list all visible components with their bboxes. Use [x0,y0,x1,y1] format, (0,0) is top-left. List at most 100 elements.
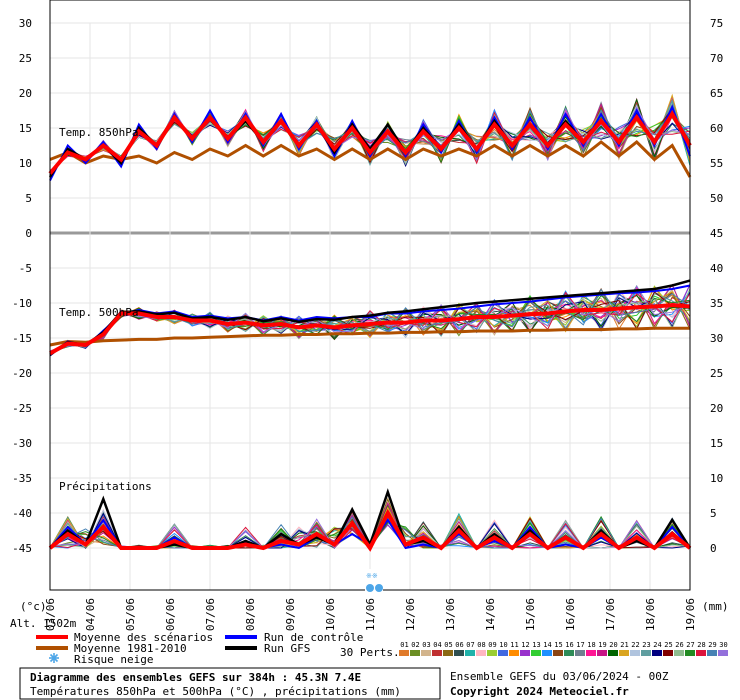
left-tick-label: -40 [12,507,32,520]
pert-number-label: 19 [598,641,606,649]
right-tick-label: 35 [710,297,723,310]
pert-number-label: 08 [477,641,485,649]
pert-color-swatch [487,650,497,656]
x-tick-label: 19/06 [684,598,697,631]
legend-label-gfs: Run GFS [264,642,310,655]
x-tick-label: 04/06 [84,598,97,631]
pert-color-swatch [509,650,519,656]
right-tick-label: 50 [710,192,723,205]
pert-number-label: 25 [664,641,672,649]
pert-number-label: 30 [719,641,727,649]
panel-label-t500: Temp. 500hPa [59,306,138,319]
left-tick-label: 5 [25,192,32,205]
left-tick-label: -25 [12,402,32,415]
right-tick-label: 75 [710,17,723,30]
x-tick-label: 16/06 [564,598,577,631]
x-tick-label: 13/06 [444,598,457,631]
pert-color-swatch [674,650,684,656]
right-tick-label: 10 [710,472,723,485]
legend: Moyenne des scénarios Run de contrôle Mo… [36,631,363,666]
right-tick-label: 65 [710,87,723,100]
t500-gfs-line [49,279,691,356]
pert-number-label: 26 [675,641,683,649]
legend-label-mean: Moyenne des scénarios [74,631,213,644]
pert-number-label: 18 [587,641,595,649]
t850-mean-line [48,110,692,175]
precip-mean-line [48,508,692,552]
t500-climatology-line [49,326,690,347]
pert-color-swatch [663,650,673,656]
x-tick-label: 08/06 [244,598,257,631]
pert-number-label: 04 [433,641,441,649]
panel-label-precip: Précipitations [59,480,152,493]
pert-number-label: 20 [609,641,617,649]
left-tick-label: 0 [25,227,32,240]
t850-control-line [49,104,691,181]
pert-color-swatch [707,650,717,656]
x-tick-label: 03/06 [44,598,57,631]
pert-color-swatch [696,650,706,656]
pert-number-label: 16 [565,641,573,649]
legend-label-climatology: Moyenne 1981-2010 [74,642,187,655]
left-tick-label: -20 [12,367,32,380]
pert-number-label: 27 [686,641,694,649]
pert-color-swatch [718,650,728,656]
pert-color-swatch [575,650,585,656]
left-tick-label: -15 [12,332,32,345]
pert-color-swatch [520,650,530,656]
chart-grid [49,22,691,590]
pert-number-label: 29 [708,641,716,649]
perturbation-colors: 01 02 03 04 05 06 07 08 09 10 11 12 13 14 15 16 17 18 19 20… [399,641,728,656]
pert-number-label: 22 [631,641,639,649]
copyright: Copyright 2024 Meteociel.fr [450,685,629,698]
right-tick-label: 0 [710,542,717,555]
right-tick-label: 20 [710,402,723,415]
left-axis-unit: (°c) [20,600,47,613]
left-tick-label: -5 [19,262,32,275]
right-tick-label: 45 [710,227,723,240]
run-info: Ensemble GEFS du 03/06/2024 - 00Z [450,670,669,683]
right-tick-label: 60 [710,122,723,135]
right-axis-unit: (mm) [702,600,729,613]
svg-text:※※: ※※ [366,572,378,580]
pert-number-label: 14 [543,641,551,649]
right-tick-label: 5 [710,507,717,520]
pert-number-label: 13 [532,641,540,649]
right-tick-label: 25 [710,367,723,380]
x-tick-label: 15/06 [524,598,537,631]
pert-color-swatch [410,650,420,656]
pert-color-swatch [454,650,464,656]
pert-color-swatch [476,650,486,656]
left-tick-label: -45 [12,542,32,555]
x-tick-label: 12/06 [404,598,417,631]
left-tick-label: -35 [12,472,32,485]
x-tick-label: 09/06 [284,598,297,631]
pert-color-swatch [432,650,442,656]
pert-color-swatch [608,650,618,656]
pert-number-label: 15 [554,641,562,649]
pert-number-label: 21 [620,641,628,649]
left-tick-label: 10 [19,157,32,170]
pert-color-swatch [630,650,640,656]
left-tick-label: -30 [12,437,32,450]
pert-color-swatch [542,650,552,656]
x-tick-label: 11/06 [364,598,377,631]
pert-number-label: 05 [444,641,452,649]
pert-color-swatch [421,650,431,656]
pert-color-swatch [641,650,651,656]
pert-color-swatch [586,650,596,656]
x-tick-label: 18/06 [644,598,657,631]
chart-subtitle: Températures 850hPa et 500hPa (°C) , pré… [30,685,401,698]
legend-label-snow: Risque neige [74,653,153,666]
right-tick-label: 40 [710,262,723,275]
pert-number-label: 24 [653,641,661,649]
right-tick-label: 30 [710,332,723,345]
left-tick-label: -10 [12,297,32,310]
pert-number-label: 28 [697,641,705,649]
panel-label-t850: Temp. 850hPa [59,126,138,139]
perts-label: 30 Perts. [340,646,400,659]
pert-color-swatch [564,650,574,656]
altitude-label: Alt. 1502m [10,617,77,630]
pert-color-swatch [652,650,662,656]
pert-number-label: 06 [455,641,463,649]
